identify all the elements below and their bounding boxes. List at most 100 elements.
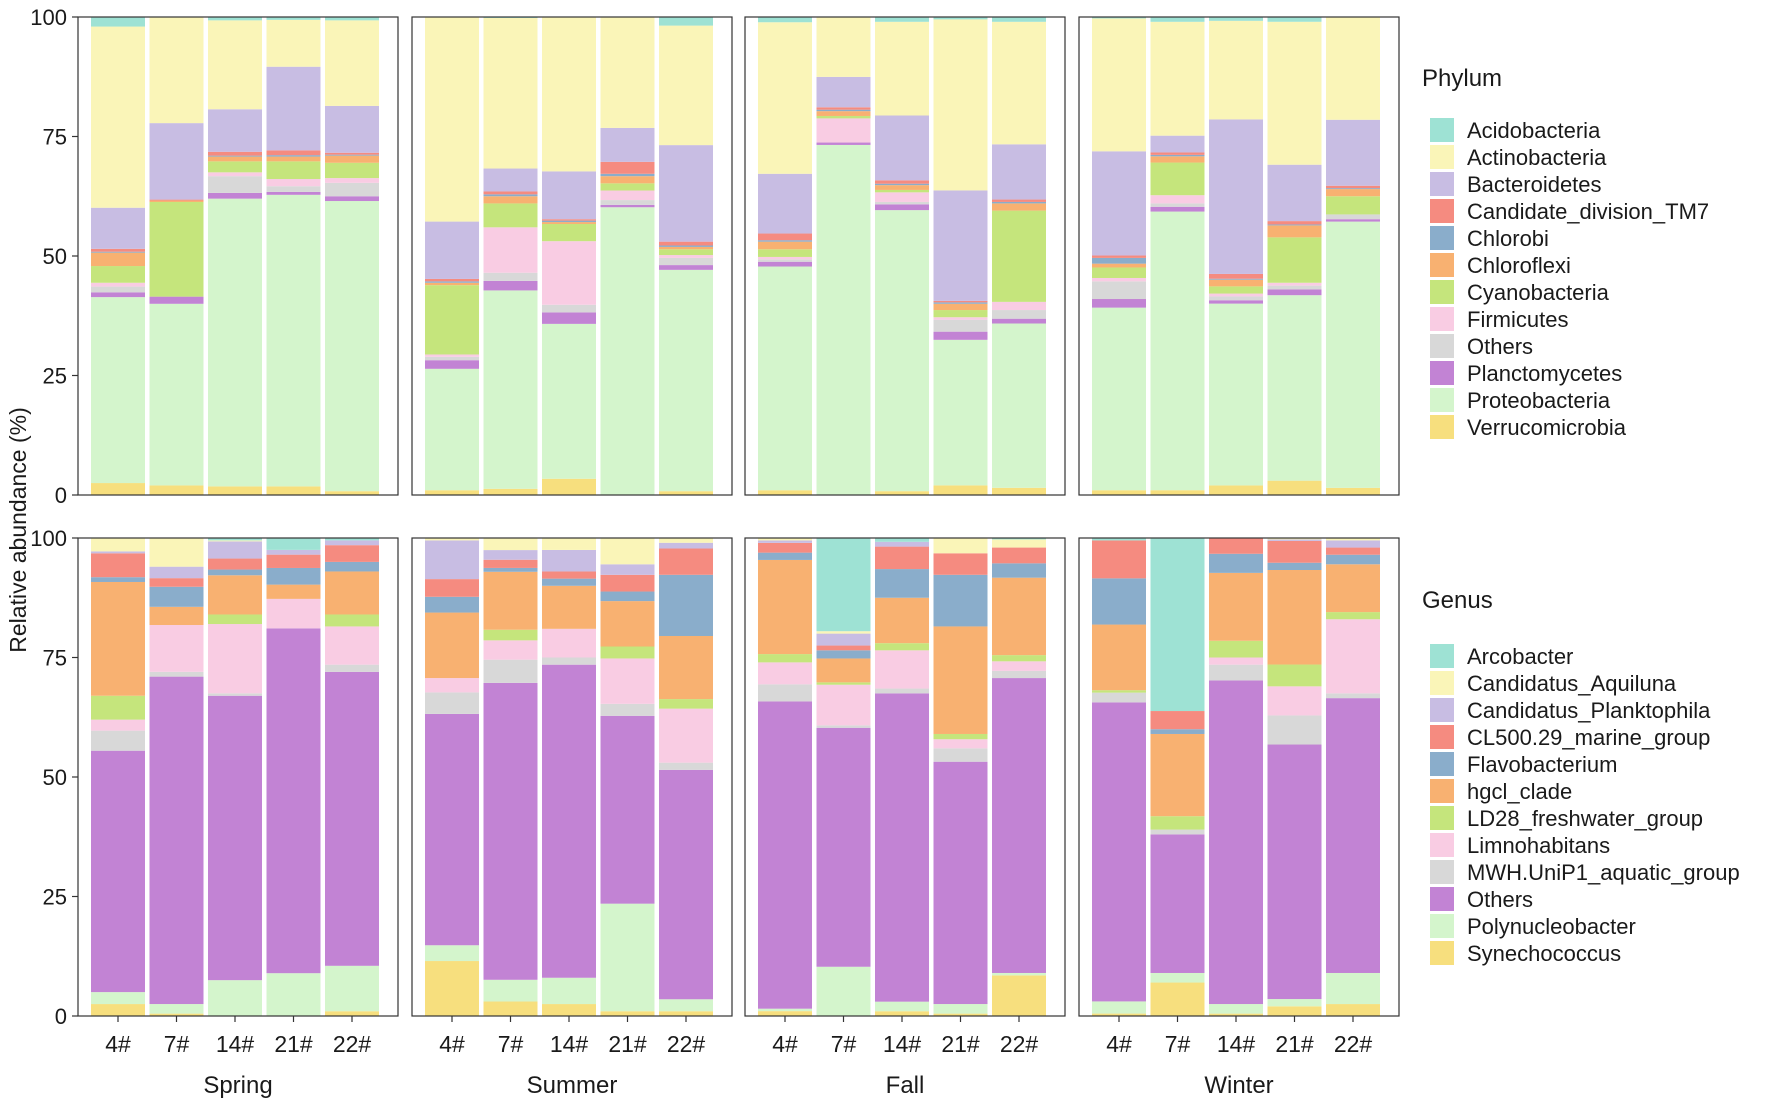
bar-segment-actinobacteria [91,26,145,208]
bar-segment-flavobacterium [266,567,321,585]
legend-swatch-mwh-unip1-aquatic-group [1430,860,1454,884]
bar-segment-candidatus-aquiluna [542,538,596,550]
bar-segment-cyanobacteria [425,285,479,355]
bar-segment-planctomycetes [483,280,538,291]
bar-segment-ld28-freshwater-group [1092,690,1146,693]
bar-segment-verrucomicrobia [91,483,145,495]
bar-segment-others [1150,834,1205,973]
bar-segment-cyanobacteria [875,189,929,193]
bar-segment-actinobacteria [758,22,812,174]
bar-segment-mwh-unip1-aquatic-group [1092,692,1146,703]
bar-segment-polynucleobacter [542,977,596,1005]
bar-segment-candidate-division-tm7 [992,199,1046,202]
bar-segment-limnohabitans [758,662,812,685]
bar-segment-cyanobacteria [1209,286,1263,294]
bar-segment-candidate-division-tm7 [1150,152,1205,155]
panel-frame [411,537,733,1017]
bar-segment-mwh-unip1-aquatic-group [758,684,812,702]
panel-genus-spring: 4# 7# 14# 21# 22# Spring [77,537,399,1099]
bar-segment-firmicutes [542,241,596,305]
bar-segment-bacteroidetes [600,127,655,162]
bar-segment-firmicutes [1150,195,1205,204]
legend-label: Verrucomicrobia [1467,415,1627,440]
x-tick-label: 4# [439,1031,465,1057]
bar-segment-others [1092,702,1146,1002]
bar-segment-cl500-29-marine-group [933,553,988,575]
bar-segment-others [1267,744,1322,1000]
bar-segment-hgcl-clade [425,612,479,679]
bar-segment-others [1326,214,1380,220]
bar-segment-verrucomicrobia [758,490,812,495]
bar-segment-limnohabitans [1209,657,1263,665]
bar-segment-chlorobi [1150,154,1205,157]
bar-segment-chlorobi [933,302,988,304]
x-tick-label: 7# [831,1031,857,1057]
bar-segment-verrucomicrobia [1150,490,1205,495]
bar-segment-others [91,286,145,293]
bar-segment-polynucleobacter [816,966,871,1016]
bar-segment-arcobacter [1150,538,1205,712]
panel-frame [77,16,399,496]
bar-segment-cl500-29-marine-group [992,547,1046,564]
bar-segment-cl500-29-marine-group [91,553,145,578]
bar-segment-candidatus-aquiluna [758,538,812,541]
bar-segment-firmicutes [659,255,713,258]
bar-segment-synechococcus [875,1011,929,1016]
bar-segment-proteobacteria [325,201,379,492]
bar-segment-candidatus-planktophila [875,541,929,547]
bar-segment-chloroflexi [816,111,871,116]
bar-segment-ld28-freshwater-group [816,682,871,685]
y-tick-label: 100 [30,5,67,30]
legend-swatch-candidate-division-tm7 [1430,199,1454,223]
bar-segment-chlorobi [758,240,812,242]
bar-segment-bacteroidetes [208,109,262,152]
bar-segment-planctomycetes [933,331,988,340]
legend-label: Candidatus_Aquiluna [1467,671,1677,696]
bar-segment-firmicutes [483,227,538,273]
legend-label: MWH.UniP1_aquatic_group [1467,860,1740,885]
bar-segment-chloroflexi [266,156,321,162]
bar-segment-cyanobacteria [91,266,145,283]
x-tick-label: 7# [164,1031,190,1057]
bar-segment-arcobacter [816,538,871,632]
y-tick-label: 0 [55,1004,67,1029]
bar-segment-chlorobi [483,194,538,197]
x-tick-label: 4# [105,1031,131,1057]
bar-segment-cyanobacteria [600,183,655,191]
bar-segment-synechococcus [1326,1004,1380,1016]
bar-segment-polynucleobacter [1326,972,1380,1005]
bar-segment-verrucomicrobia [325,491,379,495]
bar-segment-synechococcus [1267,1006,1322,1016]
bar-segment-others [600,715,655,904]
bar-segment-acidobacteria [208,17,262,21]
bar-segment-acidobacteria [1092,17,1146,19]
bar-segment-actinobacteria [266,19,321,67]
bar-segment-polynucleobacter [208,980,262,1016]
bar-segment-actinobacteria [325,20,379,106]
bar-segment-bacteroidetes [149,123,204,200]
bar-segment-candidatus-aquiluna [149,538,204,567]
phylum-row: 0 25 50 75 100 [30,5,1400,508]
bar-segment-candidatus-planktophila [425,540,479,580]
legend-label: Proteobacteria [1467,388,1611,413]
bar-segment-hgcl-clade [483,571,538,630]
bar-segment-cl500-29-marine-group [325,545,379,562]
bar-segment-flavobacterium [542,578,596,586]
bar-segment-flavobacterium [816,650,871,659]
season-label-winter: Winter [1204,1072,1273,1099]
bar-segment-verrucomicrobia [425,490,479,495]
bar-segment-mwh-unip1-aquatic-group [875,688,929,694]
bar-segment-cyanobacteria [1267,237,1322,283]
bar-segment-limnohabitans [208,624,262,694]
bar-segment-chloroflexi [1092,263,1146,268]
bar-segment-limnohabitans [266,598,321,629]
panel-frame [1078,16,1400,496]
bar-segment-candidatus-planktophila [483,550,538,560]
bar-segment-planctomycetes [1150,206,1205,212]
bar-segment-acidobacteria [992,17,1046,22]
bar-segment-firmicutes [208,172,262,177]
legend-swatch-candidatus-aquiluna [1430,671,1454,695]
bar-segment-candidatus-planktophila [600,564,655,575]
bar-segment-flavobacterium [1326,554,1380,565]
bar-segment-limnohabitans [992,661,1046,671]
